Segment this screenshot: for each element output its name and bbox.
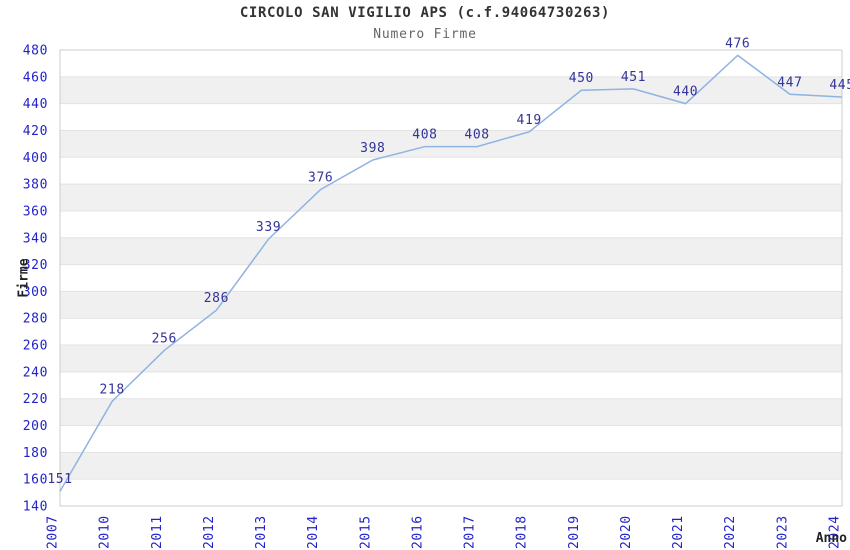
grid-band [60, 345, 842, 372]
x-tick-label: 2017 [463, 515, 478, 549]
y-tick-label: 240 [23, 365, 48, 380]
y-tick-label: 440 [23, 97, 48, 112]
point-label: 451 [621, 70, 646, 85]
point-label: 151 [47, 472, 72, 487]
x-tick-label: 2018 [515, 515, 530, 549]
point-label: 218 [99, 382, 124, 397]
x-tick-label: 2007 [46, 515, 61, 549]
grid-band [60, 184, 842, 211]
y-tick-label: 280 [23, 312, 48, 327]
point-label: 419 [517, 113, 542, 128]
point-label: 376 [308, 170, 333, 185]
x-tick-label: 2014 [306, 515, 321, 549]
point-label: 450 [569, 71, 594, 86]
point-label: 476 [725, 36, 750, 51]
y-tick-label: 140 [23, 500, 48, 515]
chart-title: CIRCOLO SAN VIGILIO APS (c.f.94064730263… [239, 5, 611, 21]
point-label: 398 [360, 141, 385, 156]
y-tick-label: 180 [23, 446, 48, 461]
point-label: 408 [464, 128, 489, 143]
y-tick-label: 160 [23, 473, 48, 488]
grid-band [60, 291, 842, 319]
point-label: 286 [204, 291, 229, 306]
x-tick-label: 2012 [202, 515, 217, 549]
y-tick-label: 380 [23, 178, 48, 193]
x-tick-label: 2021 [671, 515, 686, 549]
point-label: 447 [777, 75, 802, 90]
x-tick-label: 2016 [410, 515, 425, 549]
x-tick-label: 2023 [775, 515, 790, 549]
x-tick-label: 2019 [567, 515, 582, 549]
y-tick-label: 220 [23, 392, 48, 407]
point-label: 445 [829, 78, 850, 93]
y-tick-label: 480 [23, 44, 48, 59]
x-tick-label: 2011 [150, 515, 165, 549]
series-line [59, 54, 843, 492]
grid-band [60, 398, 842, 426]
point-label: 440 [673, 85, 698, 100]
x-tick-label: 2024 [828, 515, 843, 549]
chart-subtitle: Numero Firme [373, 27, 477, 42]
x-tick-label: 2010 [98, 515, 113, 549]
y-tick-label: 300 [23, 285, 48, 300]
y-tick-label: 320 [23, 258, 48, 273]
x-tick-label: 2020 [619, 515, 634, 549]
y-tick-label: 200 [23, 419, 48, 434]
y-tick-label: 340 [23, 231, 48, 246]
point-label: 256 [152, 331, 177, 346]
grid-band [60, 76, 842, 104]
point-label: 408 [412, 128, 437, 143]
x-tick-label: 2013 [254, 515, 269, 549]
plot-border [59, 49, 843, 507]
grid-band [60, 237, 842, 265]
point-label: 339 [256, 220, 281, 235]
y-tick-label: 260 [23, 339, 48, 354]
y-axis-label: Firme [16, 258, 32, 298]
grid-band [60, 130, 842, 158]
grid-band [60, 452, 842, 480]
x-tick-label: 2015 [358, 515, 373, 549]
x-axis-label: Anno [815, 531, 847, 546]
y-tick-label: 460 [23, 70, 48, 85]
y-tick-label: 400 [23, 151, 48, 166]
y-tick-label: 420 [23, 124, 48, 139]
y-tick-label: 360 [23, 204, 48, 219]
x-tick-label: 2022 [723, 515, 738, 549]
